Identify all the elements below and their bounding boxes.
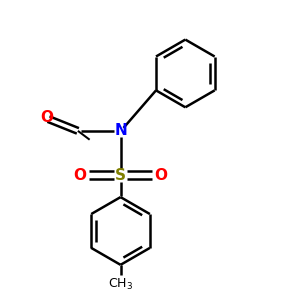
Text: S: S [115,167,126,182]
Text: O: O [74,167,86,182]
Text: N: N [114,123,127,138]
Text: O: O [40,110,53,125]
Text: O: O [155,167,168,182]
Text: CH$_3$: CH$_3$ [108,277,133,292]
